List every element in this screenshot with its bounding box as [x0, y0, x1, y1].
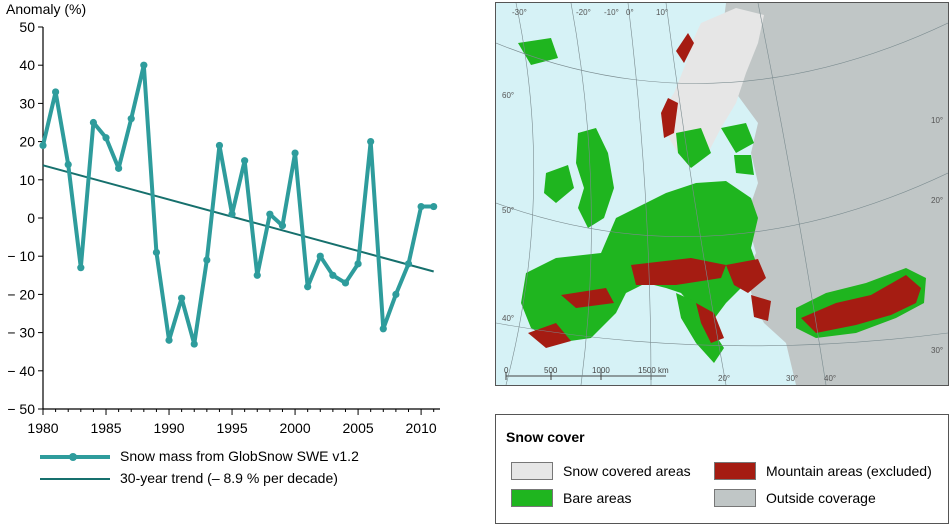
svg-text:1500 km: 1500 km: [638, 366, 669, 375]
data-point: [115, 164, 123, 172]
x-tick-label: 1990: [153, 420, 184, 436]
legend-label-bare: Bare areas: [563, 490, 632, 506]
data-point: [178, 294, 186, 302]
svg-text:1000: 1000: [592, 366, 610, 375]
y-tick-label: − 30: [7, 325, 35, 341]
data-point: [253, 271, 261, 279]
y-tick-label: − 10: [7, 248, 35, 264]
data-point: [329, 271, 337, 279]
legend-swatch-outside: [714, 489, 756, 507]
x-tick-label: 2000: [279, 420, 310, 436]
svg-text:-30°: -30°: [512, 8, 527, 17]
legend-label-outside: Outside coverage: [766, 490, 876, 506]
y-tick-label: 30: [19, 95, 35, 111]
map-graticule: -30° -20° -10° 0° 10° 20° 30° 40° 60° 50…: [496, 3, 948, 385]
x-tick-label: 2010: [406, 420, 437, 436]
scandinavia-area: [661, 8, 764, 168]
svg-text:-10°: -10°: [604, 8, 619, 17]
data-point: [417, 202, 425, 211]
data-point: [304, 283, 312, 291]
legend-label-trend: 30-year trend (– 8.9 % per decade): [120, 470, 338, 486]
data-point: [102, 134, 110, 142]
y-tick-label: 50: [19, 19, 35, 35]
data-point: [140, 61, 148, 69]
data-point: [127, 115, 135, 123]
x-tick-label: 1985: [90, 420, 121, 436]
svg-text:40°: 40°: [824, 374, 836, 383]
x-tick-label: 2005: [343, 420, 374, 436]
data-point: [215, 141, 224, 150]
data-point: [354, 260, 362, 268]
y-tick-label: 0: [27, 210, 35, 226]
y-tick-label: − 40: [7, 363, 35, 379]
trend-line: [42, 164, 434, 273]
x-tick-label: 1980: [27, 420, 58, 436]
svg-text:60°: 60°: [502, 91, 514, 100]
data-point: [228, 210, 236, 218]
chart-legend: Snow mass from GlobSnow SWE v1.2 30-year…: [40, 445, 359, 489]
svg-text:20°: 20°: [931, 196, 943, 205]
y-tick-label: 20: [19, 134, 35, 150]
data-point: [165, 336, 173, 344]
svg-text:0°: 0°: [626, 8, 634, 17]
data-point: [190, 340, 198, 348]
map-legend: Snow cover Snow covered areas Mountain a…: [495, 414, 949, 524]
british-isles-area: [576, 128, 614, 228]
legend-label-snow-covered: Snow covered areas: [563, 463, 691, 479]
legend-item-snow-mass: Snow mass from GlobSnow SWE v1.2: [40, 445, 359, 467]
legend-label-snow-mass: Snow mass from GlobSnow SWE v1.2: [120, 448, 359, 464]
trend-line-layer: [42, 164, 434, 273]
svg-text:-20°: -20°: [576, 8, 591, 17]
data-point: [379, 325, 387, 333]
data-point: [367, 138, 375, 146]
data-point: [89, 118, 98, 127]
y-tick-label: 10: [19, 172, 35, 188]
data-point: [316, 252, 324, 260]
data-point: [52, 88, 60, 96]
svg-text:10°: 10°: [656, 8, 668, 17]
data-point: [341, 279, 350, 287]
data-point: [64, 160, 72, 169]
legend-swatch-trend: [40, 478, 110, 480]
y-tick-label: 40: [19, 57, 35, 73]
map-legend-title: Snow cover: [506, 429, 585, 445]
legend-swatch-bare: [511, 489, 553, 507]
data-point: [404, 260, 413, 268]
mountain-area-pyrenees: [561, 288, 614, 308]
svg-text:0: 0: [504, 366, 509, 375]
svg-text:30°: 30°: [931, 346, 943, 355]
mountain-area-anatolia: [801, 275, 921, 333]
mountain-area-alps: [631, 258, 726, 285]
legend-swatch-snow-mass: [40, 453, 110, 461]
series-line-layer: [39, 61, 438, 348]
y-tick-label: − 20: [7, 286, 35, 302]
svg-text:20°: 20°: [718, 374, 730, 383]
data-point: [392, 290, 400, 298]
data-point: [278, 222, 287, 230]
y-tick-label: − 50: [7, 401, 35, 417]
svg-text:40°: 40°: [502, 314, 514, 323]
data-point: [291, 149, 299, 157]
data-point: [430, 202, 438, 211]
data-point: [152, 248, 161, 256]
data-point: [241, 157, 249, 165]
data-point: [39, 141, 47, 150]
svg-text:50°: 50°: [502, 206, 514, 215]
legend-item-trend: 30-year trend (– 8.9 % per decade): [40, 467, 359, 489]
legend-swatch-mountain: [714, 462, 756, 480]
x-tick-label: 1995: [216, 420, 247, 436]
y-axis-label: Anomaly (%): [6, 1, 86, 17]
svg-text:10°: 10°: [931, 116, 943, 125]
europe-snow-cover-map: 0 500 1000 1500 km -30° -20° -10° 0° 10°…: [495, 2, 949, 386]
svg-text:500: 500: [544, 366, 558, 375]
svg-text:30°: 30°: [786, 374, 798, 383]
data-point: [77, 264, 85, 272]
legend-swatch-snow-covered: [511, 462, 553, 480]
data-point: [266, 210, 274, 218]
data-point: [203, 256, 211, 264]
legend-label-mountain: Mountain areas (excluded): [766, 463, 932, 479]
snow-mass-line: [41, 63, 434, 347]
